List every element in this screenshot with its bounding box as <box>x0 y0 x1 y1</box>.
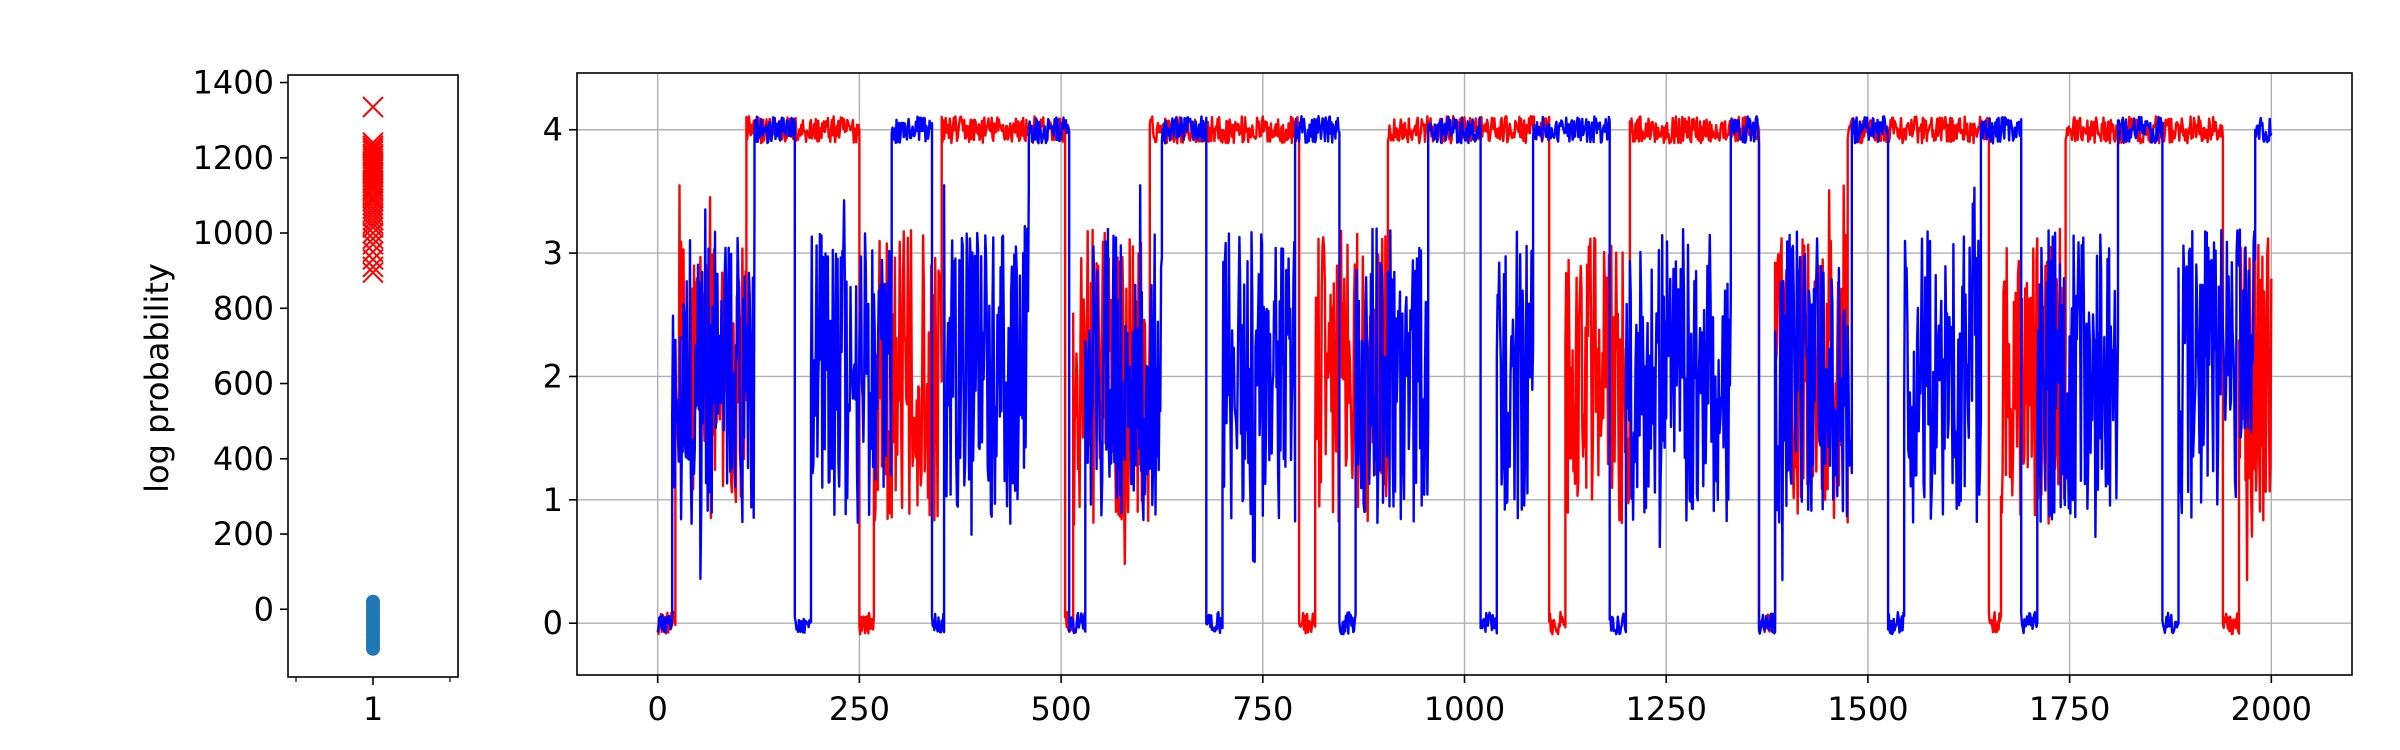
trace-series-line <box>657 114 2273 636</box>
scatter-point-x <box>362 241 384 263</box>
right-series-lines <box>656 114 2273 636</box>
left-x-ticks: 1 <box>295 677 451 728</box>
scatter-point-x <box>362 190 384 212</box>
scatter-point-x <box>362 233 384 256</box>
left-y-tick-label: 200 <box>213 515 274 553</box>
right-x-tick-label: 250 <box>829 690 890 728</box>
trace-series-line <box>656 114 2273 636</box>
left-y-tick-label: 1200 <box>193 139 274 177</box>
scatter-point-x <box>362 261 384 284</box>
trace-line-panel: 0 1 2 3 4 0 250 500 750 1000 1250 1500 1750 2000 <box>543 72 2353 728</box>
right-x-tick-label: 2000 <box>2231 690 2312 728</box>
scatter-point-x <box>362 222 384 244</box>
scatter-point-x <box>362 212 384 235</box>
left-y-axis-label: log probability <box>138 263 176 493</box>
log-probability-scatter-panel: 0 200 400 600 800 1000 1200 1400 1 log probabil… <box>138 64 459 728</box>
right-x-tick-label: 1750 <box>2029 690 2110 728</box>
left-y-tick-label: 800 <box>213 289 274 327</box>
right-y-tick-label: 3 <box>543 234 563 272</box>
right-x-tick-label: 1250 <box>1625 690 1706 728</box>
scatter-point-dot <box>366 641 380 656</box>
right-y-tick-label: 0 <box>543 604 563 642</box>
left-y-tick-label: 1400 <box>193 64 274 102</box>
left-y-tick-label: 600 <box>213 365 274 403</box>
left-y-tick-label: 0 <box>254 590 274 628</box>
scatter-point-x <box>362 216 384 239</box>
right-x-tick-label: 1000 <box>1424 690 1505 728</box>
left-y-tick-label: 400 <box>213 440 274 478</box>
right-y-tick-label: 2 <box>543 357 563 395</box>
right-x-tick-label: 500 <box>1031 690 1092 728</box>
scatter-point-x <box>362 256 384 278</box>
scatter-point-x <box>362 96 384 118</box>
right-y-ticks: 0 1 2 3 4 <box>543 111 577 642</box>
right-x-ticks: 0 250 500 750 1000 1250 1500 1750 2000 <box>648 675 2312 728</box>
right-x-tick-label: 0 <box>648 690 668 728</box>
left-x-tick-label: 1 <box>363 690 383 728</box>
right-axes-frame <box>576 72 2353 676</box>
scatter-point-x <box>362 169 384 192</box>
scatter-point-x <box>362 197 384 220</box>
left-y-tick-label: 1000 <box>193 214 274 252</box>
right-x-tick-label: 1500 <box>1827 690 1908 728</box>
left-scatter-marks <box>362 96 384 656</box>
scatter-point-x <box>362 194 384 216</box>
left-axes-frame <box>287 74 459 678</box>
right-x-tick-label: 750 <box>1232 690 1293 728</box>
right-y-tick-label: 4 <box>543 111 563 149</box>
right-y-tick-label: 1 <box>543 481 563 519</box>
scatter-point-x <box>362 201 384 224</box>
left-y-ticks: 0 200 400 600 800 1000 1200 1400 <box>193 64 288 628</box>
scatter-point-x <box>362 205 384 227</box>
